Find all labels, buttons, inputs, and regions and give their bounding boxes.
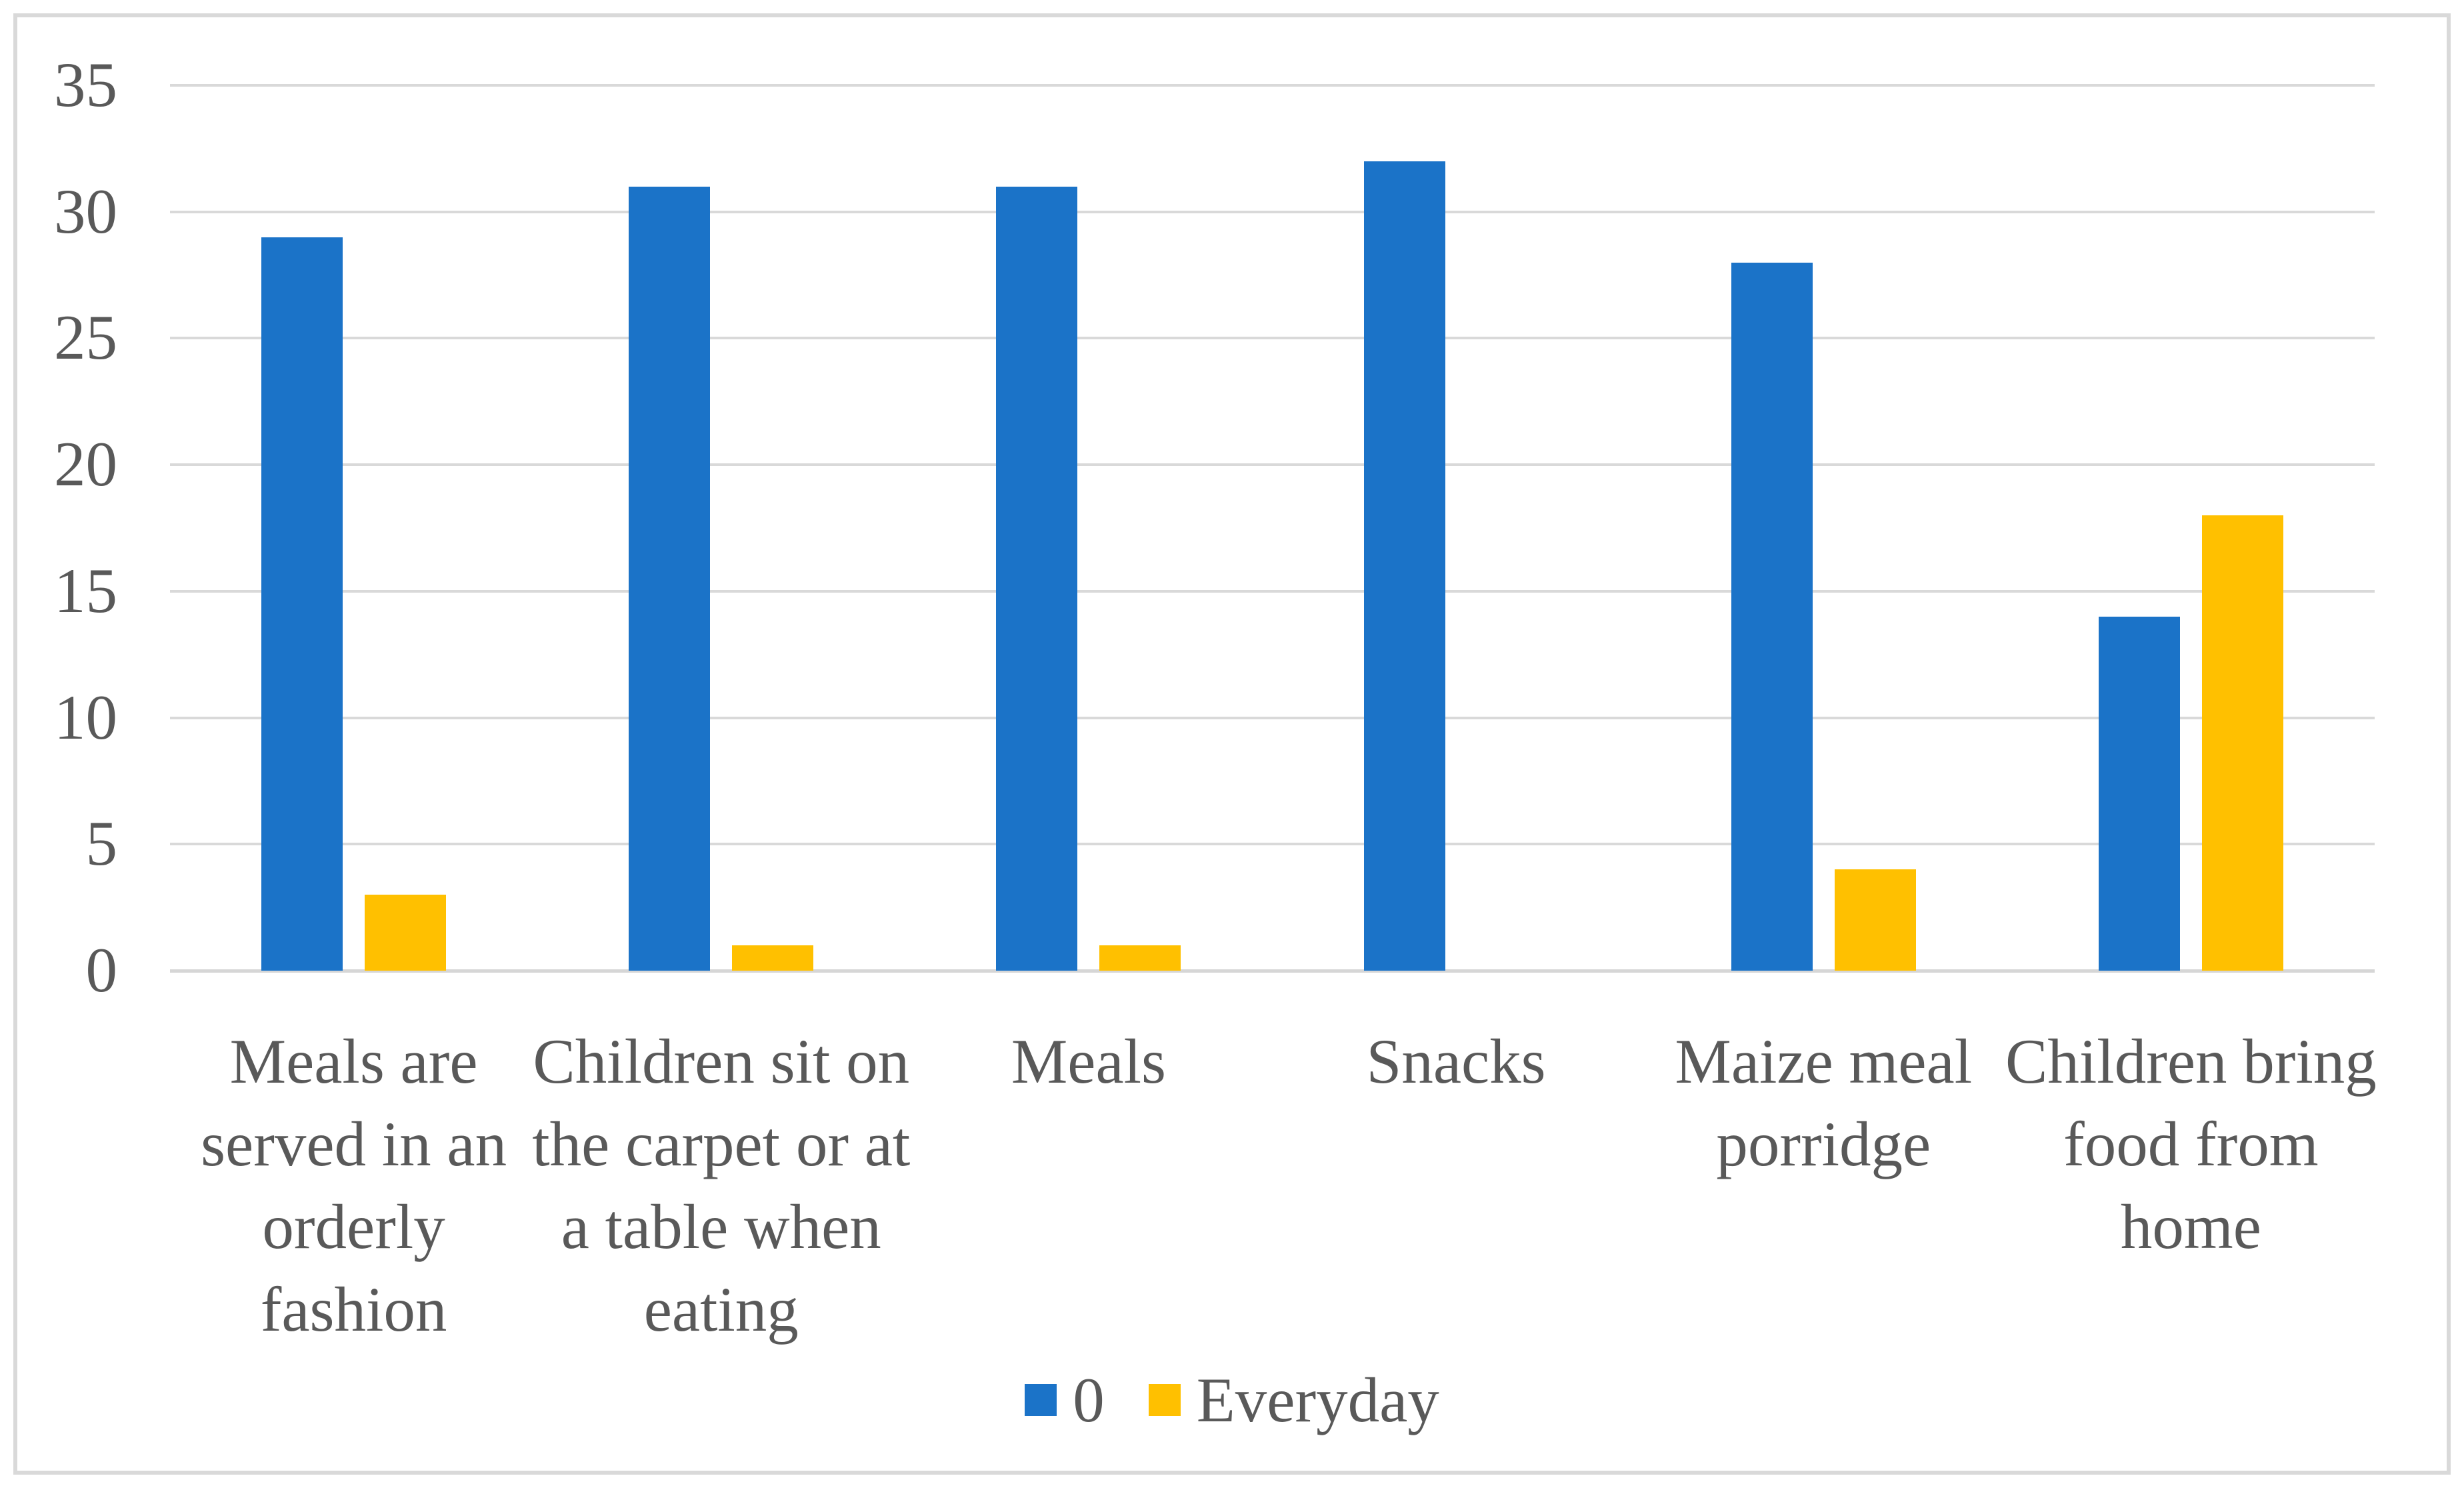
legend-item-0: 0 (1025, 1363, 1105, 1437)
bar-everyday-cat1 (365, 895, 447, 971)
legend-label-series-everyday: Everyday (1196, 1365, 1439, 1435)
y-tick-label-30: 30 (54, 175, 117, 247)
bar-series0-cat2 (629, 186, 711, 971)
x-category-label-1: Meals are served in an orderly fashion (201, 1026, 507, 1345)
gridline-30 (170, 210, 2375, 213)
y-tick-label-15: 15 (54, 555, 117, 626)
x-category-label-5: Maize meal porridge (1675, 1026, 1973, 1179)
bar-everyday-cat6 (2201, 515, 2283, 971)
gridline-35 (170, 84, 2375, 87)
y-tick-label-10: 10 (54, 681, 117, 753)
bar-everyday-cat5 (1834, 869, 1916, 971)
x-axis-line (170, 969, 2375, 973)
bar-everyday-cat2 (732, 945, 814, 971)
bar-series0-cat4 (1363, 161, 1445, 971)
y-tick-label-5: 5 (85, 808, 118, 879)
legend-label-series-0: 0 (1073, 1365, 1105, 1435)
x-category-label-2: Children sit on the carpet or at a table… (532, 1026, 911, 1345)
legend: 0 Everyday (17, 1360, 2447, 1440)
gridline-10 (170, 716, 2375, 719)
legend-item-everyday: Everyday (1148, 1363, 1439, 1437)
gridline-15 (170, 589, 2375, 593)
x-category-label-3: Meals (1011, 1026, 1166, 1097)
y-tick-label-35: 35 (54, 49, 117, 120)
bar-series0-cat1 (261, 237, 343, 971)
bar-series0-cat6 (2098, 616, 2180, 971)
y-tick-label-25: 25 (54, 302, 117, 373)
y-tick-label-0: 0 (85, 935, 118, 1005)
bar-everyday-cat3 (1099, 945, 1181, 971)
plot-area: 0 5 10 15 20 25 30 35 Meals are served in an ord… (17, 17, 2447, 1471)
y-tick-label-20: 20 (54, 429, 117, 500)
legend-swatch-series-everyday (1148, 1384, 1181, 1416)
gridline-20 (170, 463, 2375, 467)
x-category-label-6: Children bring food from home (2005, 1026, 2377, 1262)
gridline-25 (170, 337, 2375, 340)
chart-figure: 0 5 10 15 20 25 30 35 Meals are served in an ord… (13, 13, 2451, 1475)
gridline-5 (170, 843, 2375, 846)
legend-swatch-series-0 (1025, 1384, 1057, 1416)
bar-series0-cat5 (1731, 262, 1813, 971)
bar-series0-cat3 (996, 186, 1078, 971)
x-category-label-4: Snacks (1366, 1026, 1546, 1097)
